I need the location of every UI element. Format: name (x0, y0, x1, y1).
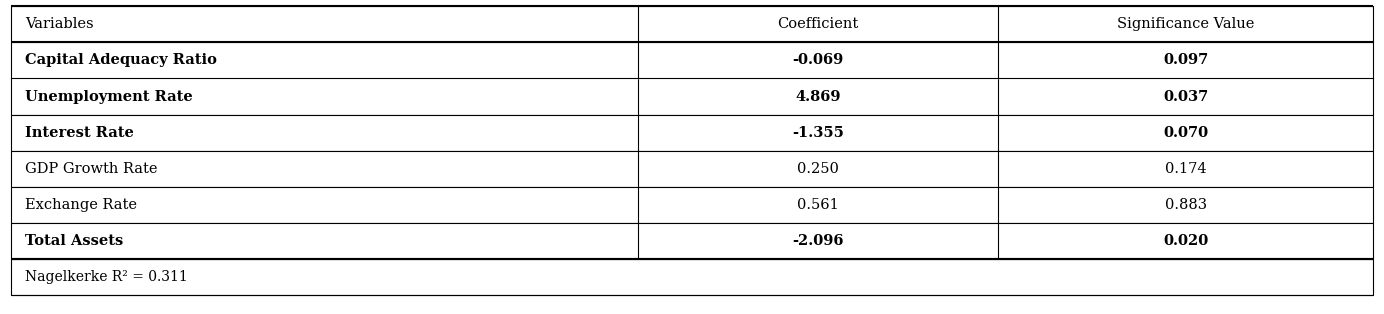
Bar (11, 6, 1373, 42)
Bar (11, 42, 1373, 78)
Text: -0.069: -0.069 (793, 53, 844, 68)
Bar (11, 187, 1373, 223)
Text: 0.250: 0.250 (797, 162, 839, 176)
Text: 0.070: 0.070 (1163, 126, 1208, 140)
Bar (11, 259, 1373, 295)
Text: Significance Value: Significance Value (1117, 17, 1254, 31)
Text: Exchange Rate: Exchange Rate (25, 198, 137, 212)
Text: GDP Growth Rate: GDP Growth Rate (25, 162, 158, 176)
Text: 0.561: 0.561 (797, 198, 839, 212)
Text: Coefficient: Coefficient (778, 17, 858, 31)
Bar (11, 223, 1373, 259)
Bar (11, 151, 1373, 187)
Text: 0.174: 0.174 (1165, 162, 1207, 176)
Text: 0.020: 0.020 (1163, 234, 1208, 248)
Text: 0.883: 0.883 (1164, 198, 1207, 212)
Text: -2.096: -2.096 (792, 234, 844, 248)
Bar (11, 78, 1373, 115)
Text: -1.355: -1.355 (792, 126, 844, 140)
Text: 0.037: 0.037 (1163, 89, 1208, 104)
Text: 4.869: 4.869 (796, 89, 840, 104)
Text: Variables: Variables (25, 17, 94, 31)
Text: Nagelkerke R² = 0.311: Nagelkerke R² = 0.311 (25, 270, 188, 284)
Bar (11, 115, 1373, 151)
Text: Interest Rate: Interest Rate (25, 126, 134, 140)
Text: Unemployment Rate: Unemployment Rate (25, 89, 192, 104)
Text: 0.097: 0.097 (1163, 53, 1208, 68)
Text: Total Assets: Total Assets (25, 234, 123, 248)
Text: Capital Adequacy Ratio: Capital Adequacy Ratio (25, 53, 217, 68)
